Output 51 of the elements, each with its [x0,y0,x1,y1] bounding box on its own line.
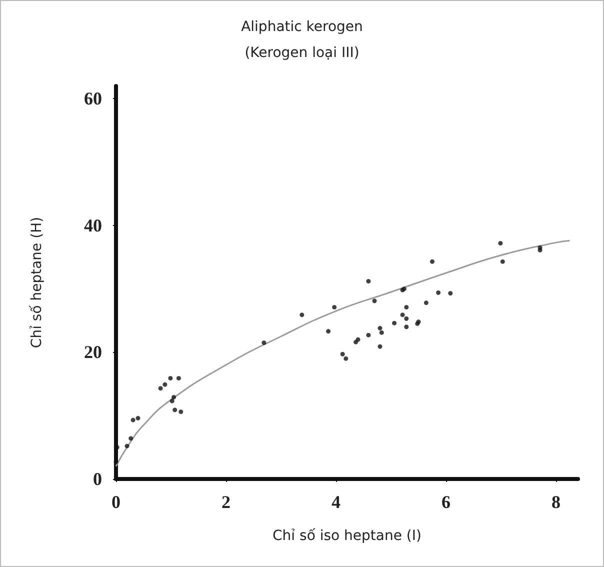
point [172,394,176,400]
point [170,398,174,404]
point [158,386,163,391]
point [538,248,542,252]
chart-title: Aliphatic kerogen [241,19,363,35]
point [136,416,140,420]
point [404,304,409,310]
point [430,259,434,264]
point [378,344,382,349]
point [392,320,397,326]
point [366,278,371,284]
point [162,382,168,387]
y-tick-label: 0 [93,469,102,489]
point [436,290,441,295]
point [326,329,331,334]
chart-subtitle: (Kerogen loại III) [244,45,360,61]
point [424,300,428,306]
point [372,298,377,304]
x-tick-label: 6 [442,492,450,512]
point [262,340,266,345]
point [400,312,405,318]
x-axis-title: Chỉ số iso heptane (I) [272,528,422,544]
x-tick-label: 8 [552,492,560,512]
point [498,240,503,246]
point [366,332,371,338]
point [172,408,178,412]
point [448,291,453,296]
y-tick-label: 40 [84,215,102,236]
line-series [115,240,570,468]
point [176,376,181,380]
point [500,259,505,264]
point [124,444,130,448]
x-tick-label: 0 [112,492,120,512]
point [128,436,134,441]
point [404,324,409,330]
point [300,312,304,318]
x-tick-label: 4 [332,492,340,512]
point [344,356,348,361]
point [379,330,384,335]
y-tick-label: 20 [84,342,102,362]
point [404,316,409,321]
y-tick-label: 60 [84,88,102,109]
point [178,410,184,414]
point [168,376,173,380]
point [332,304,337,310]
point [340,352,345,356]
point [356,337,360,342]
point [378,326,382,330]
point [130,418,136,422]
y-axis-title: Chỉ số heptane (H) [29,216,45,348]
x-tick-label: 2 [222,492,230,512]
